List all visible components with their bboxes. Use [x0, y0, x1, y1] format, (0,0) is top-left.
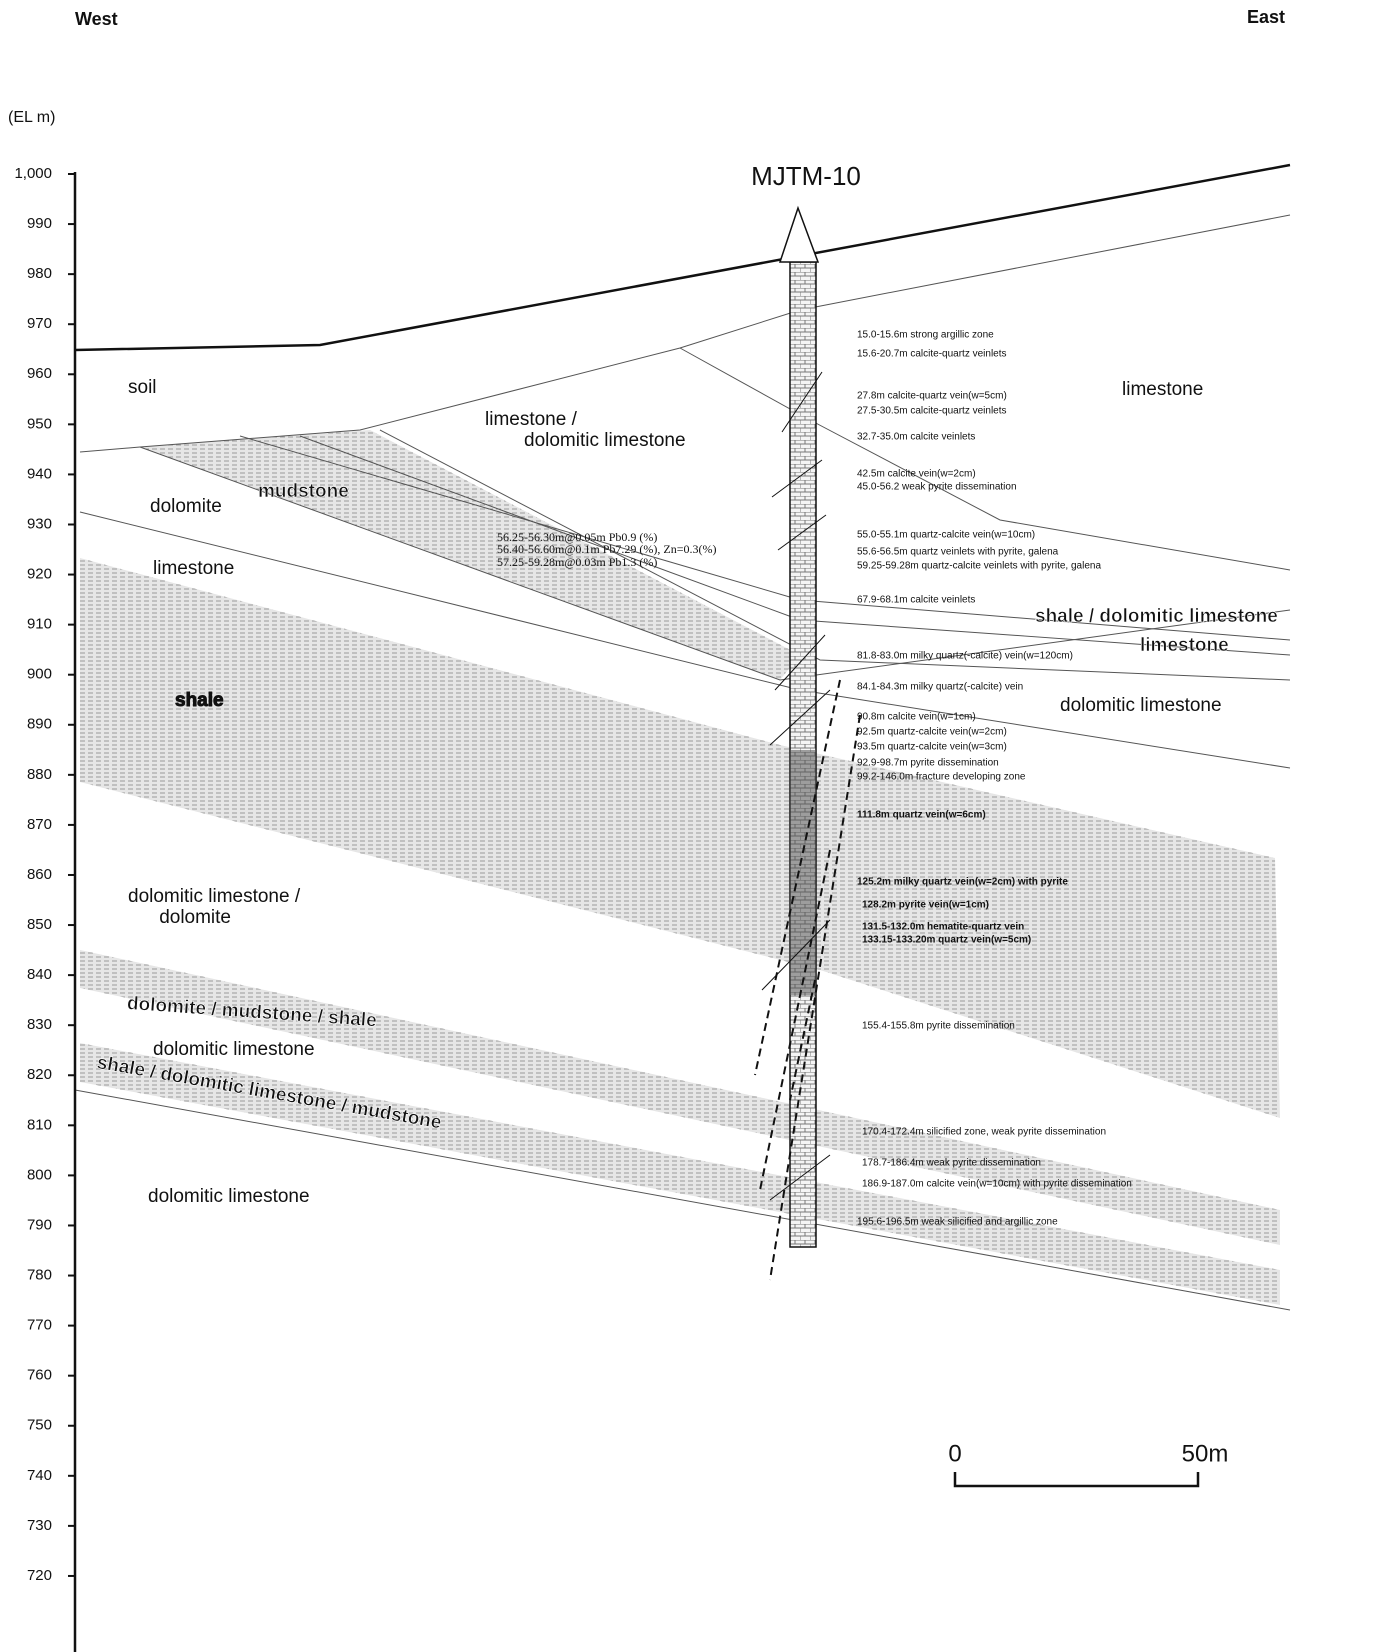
- annotation: 27.5-30.5m calcite-quartz veinlets: [857, 406, 1007, 417]
- annotation: 170.4-172.4m silicified zone, weak pyrit…: [862, 1127, 1106, 1138]
- page: 1,000 990 980 970 960 950 940 930 920 910 900 890 88…: [0, 0, 1381, 1652]
- tick-label: 810: [27, 1116, 52, 1133]
- annotation: 178.7-186.4m weak pyrite dissemination: [862, 1158, 1041, 1169]
- tick-label: 890: [27, 716, 52, 733]
- scale-end: 50m: [1182, 1440, 1229, 1467]
- annotation: 93.5m quartz-calcite vein(w=3cm): [857, 742, 1007, 753]
- tick-label: 760: [27, 1367, 52, 1384]
- assay-label: 57.25-59.28m@0.03m Pb1.3 (%): [497, 555, 657, 569]
- tick-label: 930: [27, 515, 52, 532]
- annotation: 133.15-133.20m quartz vein(w=5cm): [862, 935, 1031, 946]
- layer-label: dolomitic limestone: [524, 430, 686, 451]
- layer-label: dolomite: [150, 496, 222, 517]
- tick-label: 920: [27, 566, 52, 583]
- annotation: 27.8m calcite-quartz vein(w=5cm): [857, 391, 1007, 402]
- ticks: 1,000 990 980 970 960 950 940 930 920 910 900 890 88…: [14, 165, 75, 1584]
- annotation: 84.1-84.3m milky quartz(-calcite) vein: [857, 682, 1023, 693]
- borehole-name: MJTM-10: [751, 161, 861, 191]
- boundary: [80, 215, 1290, 452]
- tick-label: 730: [27, 1517, 52, 1534]
- annotation: 42.5m calcite vein(w=2cm): [857, 469, 976, 480]
- layer-label: dolomitic limestone: [1060, 695, 1222, 716]
- layer-label: dolomitic limestone /: [128, 886, 301, 907]
- layer-label: dolomitic limestone: [153, 1039, 315, 1060]
- east-label: East: [1247, 7, 1285, 27]
- tick-label: 910: [27, 616, 52, 633]
- layer-label: soil: [128, 377, 157, 398]
- layer-label: limestone: [1122, 379, 1203, 400]
- layer-label: dolomitic limestone: [148, 1186, 310, 1207]
- tick-label: 950: [27, 415, 52, 432]
- scale-start: 0: [948, 1440, 961, 1467]
- annotation: 155.4-155.8m pyrite dissemination: [862, 1021, 1015, 1032]
- tick-label: 830: [27, 1016, 52, 1033]
- borehole-arrow: [780, 208, 818, 262]
- tick-label: 1,000: [14, 165, 52, 182]
- layer-label: shale / dolomitic limestone: [1035, 606, 1278, 627]
- tick-label: 970: [27, 315, 52, 332]
- west-label: West: [75, 9, 118, 29]
- fracture-zone: [790, 750, 816, 995]
- annotation: 186.9-187.0m calcite vein(w=10cm) with p…: [862, 1179, 1132, 1190]
- tick-label: 720: [27, 1567, 52, 1584]
- tick-label: 880: [27, 766, 52, 783]
- tick-label: 820: [27, 1066, 52, 1083]
- annotation: 45.0-56.2 weak pyrite dissemination: [857, 482, 1017, 493]
- annotation: 15.0-15.6m strong argillic zone: [857, 330, 994, 341]
- annotation: 128.2m pyrite vein(w=1cm): [862, 900, 989, 911]
- tick-label: 840: [27, 966, 52, 983]
- tick-label: 870: [27, 816, 52, 833]
- annotation: 55.6-56.5m quartz veinlets with pyrite, …: [857, 547, 1059, 558]
- tick-label: 940: [27, 465, 52, 482]
- ground-surface: [75, 165, 1290, 350]
- layer-label: shale: [175, 690, 224, 711]
- annotation: 99.2-146.0m fracture developing zone: [857, 772, 1026, 783]
- scale-bar: [955, 1472, 1198, 1486]
- tick-label: 780: [27, 1267, 52, 1284]
- tick-label: 750: [27, 1417, 52, 1434]
- tick-label: 790: [27, 1216, 52, 1233]
- tick-label: 860: [27, 866, 52, 883]
- annotation: 90.8m calcite vein(w=1cm): [857, 712, 976, 723]
- annotation: 92.5m quartz-calcite vein(w=2cm): [857, 727, 1007, 738]
- layer-label: limestone: [1140, 635, 1229, 656]
- tick-label: 800: [27, 1166, 52, 1183]
- tick-label: 960: [27, 365, 52, 382]
- layer-label: limestone: [153, 558, 234, 579]
- annotation: 195.6-196.5m weak silicified and argilli…: [857, 1217, 1058, 1228]
- tick-label: 740: [27, 1467, 52, 1484]
- annotation: 15.6-20.7m calcite-quartz veinlets: [857, 349, 1007, 360]
- annotation: 67.9-68.1m calcite veinlets: [857, 595, 975, 606]
- tick-label: 980: [27, 265, 52, 282]
- annotation: 131.5-132.0m hematite-quartz vein: [862, 922, 1024, 933]
- annotation: 125.2m milky quartz vein(w=2cm) with pyr…: [857, 877, 1068, 888]
- annotation: 55.0-55.1m quartz-calcite vein(w=10cm): [857, 530, 1035, 541]
- axis-unit: (EL m): [8, 109, 55, 126]
- tick-label: 990: [27, 215, 52, 232]
- annotation: 81.8-83.0m milky quartz(-calcite) vein(w…: [857, 651, 1073, 662]
- annotation: 59.25-59.28m quartz-calcite veinlets wit…: [857, 561, 1101, 572]
- tick-label: 900: [27, 666, 52, 683]
- layer-label: limestone /: [485, 409, 578, 430]
- layer-label: dolomite: [159, 907, 231, 928]
- annotation: 32.7-35.0m calcite veinlets: [857, 432, 975, 443]
- annotation: 111.8m quartz vein(w=6cm): [857, 810, 986, 821]
- layer-label: mudstone: [258, 481, 349, 502]
- annotation: 92.9-98.7m pyrite dissemination: [857, 758, 999, 769]
- cross-section: 1,000 990 980 970 960 950 940 930 920 910 900 890 88…: [0, 0, 1381, 1652]
- assay-label: 56.40-56.60m@0.1m Pb7.29 (%), Zn=0.3(%): [497, 542, 716, 556]
- tick-label: 850: [27, 916, 52, 933]
- tick-label: 770: [27, 1317, 52, 1334]
